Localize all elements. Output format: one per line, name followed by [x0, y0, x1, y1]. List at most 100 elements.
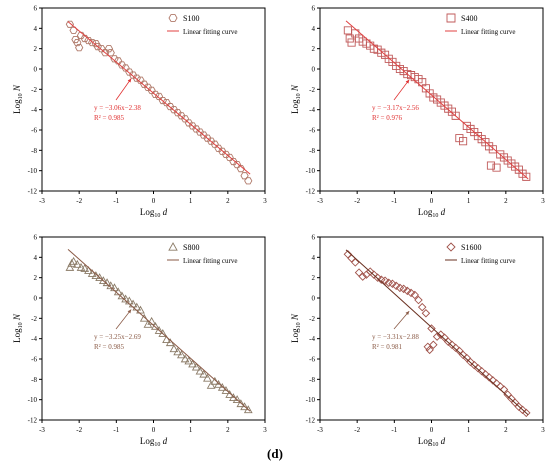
x-tick-label: 0 [152, 197, 156, 205]
data-point [76, 31, 86, 40]
y-tick-label: 2 [312, 274, 316, 282]
data-point [199, 369, 209, 378]
data-point [210, 140, 219, 148]
data-point [462, 353, 472, 363]
y-tick-label: -8 [31, 376, 37, 384]
y-tick-label: -8 [31, 147, 37, 155]
y-tick-label: -6 [31, 127, 37, 135]
data-point [72, 259, 82, 268]
y-axis-label-base: Log [12, 328, 22, 343]
y-axis-label-var: N [12, 84, 22, 93]
data-point [177, 112, 186, 120]
data-point [380, 276, 390, 285]
data-point [173, 347, 183, 356]
y-axis-label-sub: 10 [18, 93, 24, 99]
arrow-head [405, 79, 410, 84]
data-point [125, 68, 134, 76]
y-tick-label: -6 [309, 356, 315, 364]
y-axis-label: Log10 N [290, 84, 302, 114]
y-tick-label: 4 [312, 254, 316, 262]
y-axis-label-var: N [290, 313, 300, 322]
data-point [232, 395, 242, 403]
data-point [151, 90, 160, 98]
data-point [169, 106, 179, 114]
y-tick-label: -4 [309, 106, 315, 114]
y-axis-label-sub: 10 [296, 322, 302, 328]
data-point [101, 49, 110, 57]
data-point [403, 286, 412, 296]
y-tick-label: 6 [34, 5, 38, 13]
fit-equation: y = −3.25x−2.69 [94, 333, 141, 341]
y-tick-label: -2 [31, 315, 37, 323]
fit-equation: y = −3.06x−2.38 [94, 104, 141, 112]
legend-fit-label: Linear fitting curve [461, 28, 515, 36]
y-tick-label: -6 [309, 127, 315, 135]
x-tick-label: -3 [317, 197, 323, 205]
legend-series-label: S400 [461, 14, 477, 23]
data-point [233, 161, 242, 169]
data-point [425, 345, 434, 355]
data-point [98, 276, 108, 285]
x-axis-label-sub: 10 [432, 442, 438, 448]
fit-line [345, 20, 529, 180]
y-tick-label: 6 [312, 5, 316, 13]
y-axis-label-base: Log [12, 99, 22, 114]
y-tick-label: -2 [309, 315, 315, 323]
y-axis-label-base: Log [290, 99, 300, 114]
arrow-head [127, 309, 132, 314]
data-point [484, 373, 494, 382]
data-point [203, 134, 212, 142]
fit-equation: y = −3.17x−2.56 [372, 104, 419, 112]
data-point [221, 385, 231, 394]
data-point [421, 309, 431, 318]
x-axis-label: Log10 d [140, 207, 168, 219]
data-point [414, 295, 423, 305]
data-point [113, 287, 123, 296]
data-point [188, 359, 197, 368]
y-tick-label: -10 [306, 167, 316, 175]
data-point [417, 302, 427, 312]
data-point [354, 268, 364, 277]
data-point [427, 324, 436, 333]
y-tick-label: -6 [31, 356, 37, 364]
data-point [180, 115, 190, 123]
data-point [191, 362, 201, 371]
y-tick-label: -12 [28, 417, 38, 425]
data-point [221, 150, 231, 158]
data-point [236, 399, 246, 408]
data-point [195, 366, 205, 375]
arrow-shaft [115, 309, 132, 330]
data-point [218, 147, 227, 155]
arrow-shaft [393, 79, 410, 101]
fit-line [345, 249, 529, 416]
y-tick-label: 0 [312, 295, 316, 303]
data-point [214, 144, 223, 152]
legend-marker [446, 13, 456, 23]
x-tick-label: 1 [467, 426, 471, 434]
data-point [406, 288, 416, 298]
data-point [492, 379, 501, 388]
data-point [166, 103, 175, 111]
arrow-head [127, 78, 132, 83]
x-axis-label: Log10 d [140, 436, 168, 448]
data-point [358, 272, 367, 281]
y-tick-label: 0 [34, 66, 38, 74]
x-axis-label: Log10 d [418, 207, 446, 219]
x-axis-label-var: d [160, 207, 167, 217]
x-axis-label-base: Log [418, 436, 433, 446]
data-point [67, 258, 77, 267]
data-point [399, 284, 408, 294]
legend-marker [168, 14, 178, 22]
data-point [455, 134, 464, 143]
legend-series-label: S100 [183, 14, 199, 23]
x-tick-label: 2 [226, 197, 230, 205]
fit-equation: y = −3.31x−2.88 [372, 333, 419, 341]
y-axis-label: Log10 N [12, 313, 24, 343]
x-axis-label-sub: 10 [154, 442, 160, 448]
annotation-arrow [393, 79, 410, 101]
y-tick-label: 2 [34, 274, 38, 282]
data-point [80, 263, 90, 272]
x-tick-label: -3 [39, 197, 45, 205]
